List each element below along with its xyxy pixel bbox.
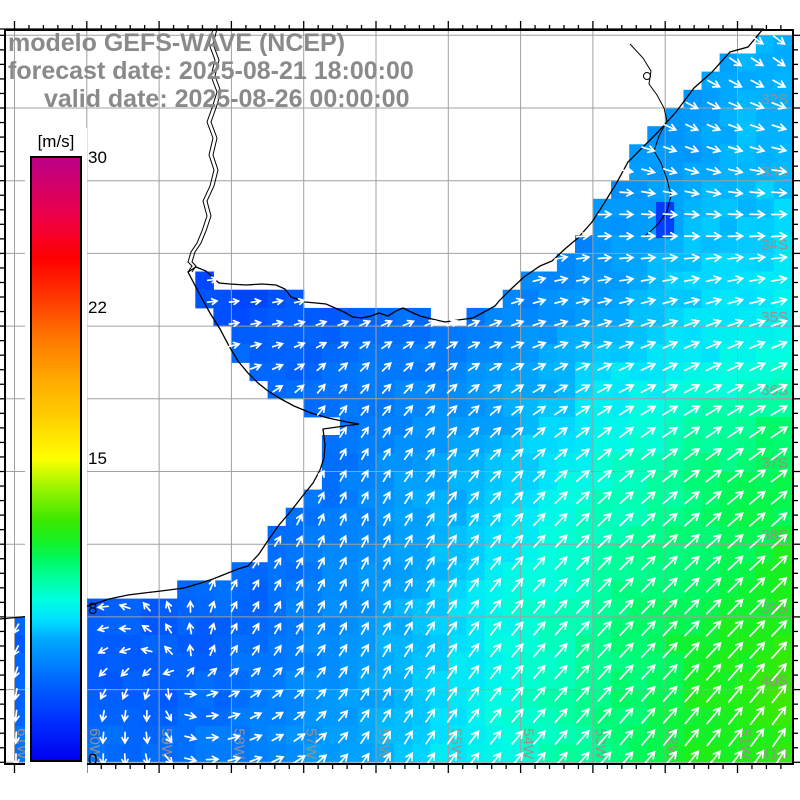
lon-label: 58W xyxy=(230,728,247,760)
colorbar xyxy=(30,156,82,762)
grid-lines xyxy=(5,30,793,764)
model-title: modelo GEFS-WAVE (NCEP) xyxy=(8,29,346,57)
lat-label: 37S xyxy=(761,455,788,472)
lat-label: 41S xyxy=(761,745,788,762)
map-frame xyxy=(0,21,800,773)
lon-label: 55W xyxy=(447,728,464,760)
valid-date-label: valid date: 2025-08-26 00:00:00 xyxy=(44,85,410,113)
forecast-date-label: forecast date: 2025-08-21 18:00:00 xyxy=(8,57,414,85)
river-path xyxy=(187,28,218,273)
colorbar-tick-label: 0 xyxy=(88,750,98,769)
lon-label: 60W xyxy=(86,728,103,760)
river-bank-path xyxy=(191,28,222,273)
wind-arrows xyxy=(12,35,789,770)
colorbar-tick-label: 15 xyxy=(88,449,107,468)
lon-label: 57W xyxy=(303,728,320,760)
lat-label: 40S xyxy=(761,673,788,690)
lake-outline xyxy=(643,72,651,80)
colorbar-tick-label: 8 xyxy=(88,599,98,618)
sea-cells xyxy=(14,35,793,763)
lon-label: 54W xyxy=(520,728,537,760)
axis-ticks xyxy=(0,21,800,773)
colorbar-tick-label: 30 xyxy=(88,148,107,167)
title-block: modelo GEFS-WAVE (NCEP) forecast date: 2… xyxy=(8,29,414,113)
lat-label: 34S xyxy=(761,236,788,253)
colorbar-tick-label: 22 xyxy=(88,298,107,317)
colorbar-unit-label: [m/s] xyxy=(37,132,75,151)
lon-label: 53W xyxy=(592,728,609,760)
